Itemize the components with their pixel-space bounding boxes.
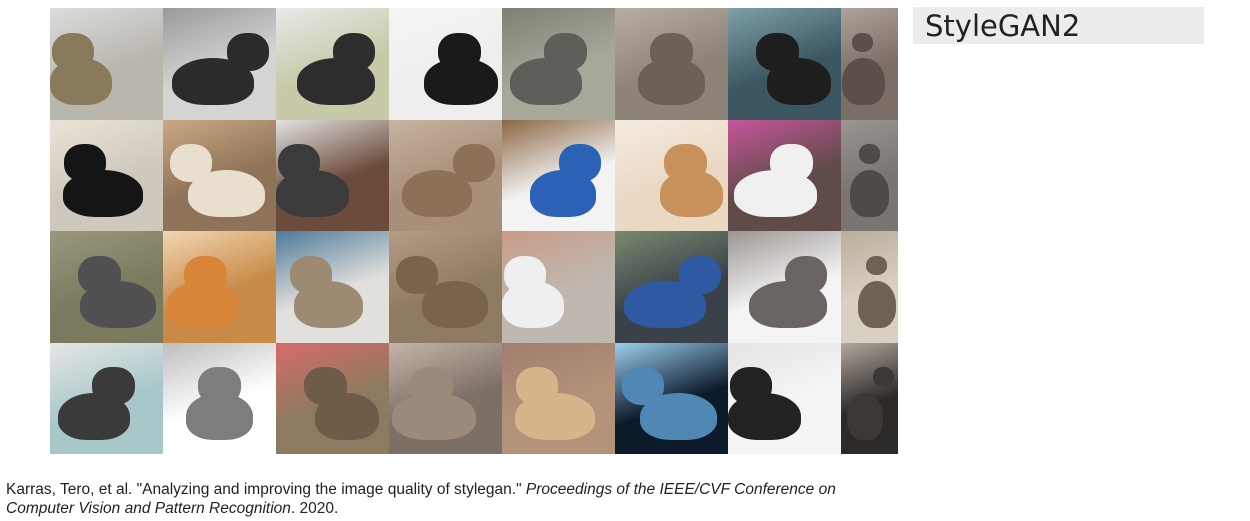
cat-head-shape (678, 255, 721, 294)
cat-body-shape (847, 392, 883, 440)
generated-cat-image (615, 8, 728, 120)
generated-cat-image (841, 231, 898, 343)
cat-body-shape (858, 281, 897, 328)
cat-head-shape (784, 255, 827, 294)
cat-head-shape (64, 144, 107, 183)
cat-head-shape (730, 367, 773, 406)
generated-cat-image (502, 342, 615, 454)
cat-head-shape (858, 144, 881, 164)
cat-head-shape (198, 367, 241, 406)
generated-cat-image (502, 8, 615, 120)
generated-cat-image (163, 342, 276, 454)
cat-head-shape (851, 32, 874, 52)
generated-cat-image (50, 8, 163, 120)
generated-cat-image (276, 8, 389, 120)
generated-cat-image (389, 231, 502, 343)
cat-head-shape (516, 367, 559, 406)
generated-cat-image (841, 8, 898, 120)
cat-head-shape (452, 144, 495, 183)
cat-head-shape (304, 367, 347, 406)
cat-head-shape (770, 144, 813, 183)
cat-head-shape (278, 144, 321, 183)
cat-head-shape (170, 144, 213, 183)
cat-head-shape (332, 32, 375, 71)
citation-year: . 2020. (290, 500, 339, 517)
generated-cat-image (728, 8, 841, 120)
generated-cat-image (615, 119, 728, 231)
generated-cat-image (389, 342, 502, 454)
generated-cat-image (389, 8, 502, 120)
cat-head-shape (872, 367, 895, 387)
cat-body-shape (842, 58, 885, 105)
citation-venue: Proceedings of the IEEE/CVF Conference o… (6, 481, 836, 517)
generated-cat-image (728, 119, 841, 231)
generated-cat-image (50, 342, 163, 454)
generated-cat-image (276, 342, 389, 454)
cat-head-shape (558, 144, 601, 183)
cat-head-shape (756, 32, 799, 71)
generated-cat-image (728, 342, 841, 454)
cat-body-shape (849, 169, 890, 217)
cat-head-shape (504, 255, 547, 294)
cat-head-shape (396, 255, 439, 294)
cat-head-shape (544, 32, 587, 71)
citation-authors-title: Karras, Tero, et al. "Analyzing and impr… (6, 481, 522, 498)
cat-head-shape (865, 255, 888, 275)
cat-head-shape (622, 367, 665, 406)
cat-head-shape (184, 255, 227, 294)
generated-cat-image (841, 119, 898, 231)
cat-head-shape (650, 32, 693, 71)
cat-head-shape (226, 32, 269, 71)
cat-head-shape (78, 255, 121, 294)
generated-cat-image (615, 231, 728, 343)
generated-cat-image (615, 342, 728, 454)
generated-cat-image (50, 119, 163, 231)
generated-cat-image (163, 231, 276, 343)
cat-body-shape (422, 281, 488, 328)
generated-cat-image (841, 342, 898, 454)
method-title-text: StyleGAN2 (925, 8, 1081, 43)
generated-cat-image (276, 231, 389, 343)
generated-cat-image (502, 119, 615, 231)
cat-head-shape (92, 367, 135, 406)
generated-cat-image (163, 119, 276, 231)
generated-cat-image (163, 8, 276, 120)
cat-head-shape (438, 32, 481, 71)
cat-head-shape (410, 367, 453, 406)
generated-image-grid (50, 8, 903, 454)
generated-cat-image (728, 231, 841, 343)
citation: Karras, Tero, et al. "Analyzing and impr… (6, 480, 886, 518)
cat-head-shape (290, 255, 333, 294)
generated-cat-image (276, 119, 389, 231)
generated-cat-image (50, 231, 163, 343)
cat-head-shape (664, 144, 707, 183)
generated-cat-image (502, 231, 615, 343)
method-title: StyleGAN2 (913, 7, 1204, 44)
cat-head-shape (52, 32, 95, 71)
generated-cat-image (389, 119, 502, 231)
